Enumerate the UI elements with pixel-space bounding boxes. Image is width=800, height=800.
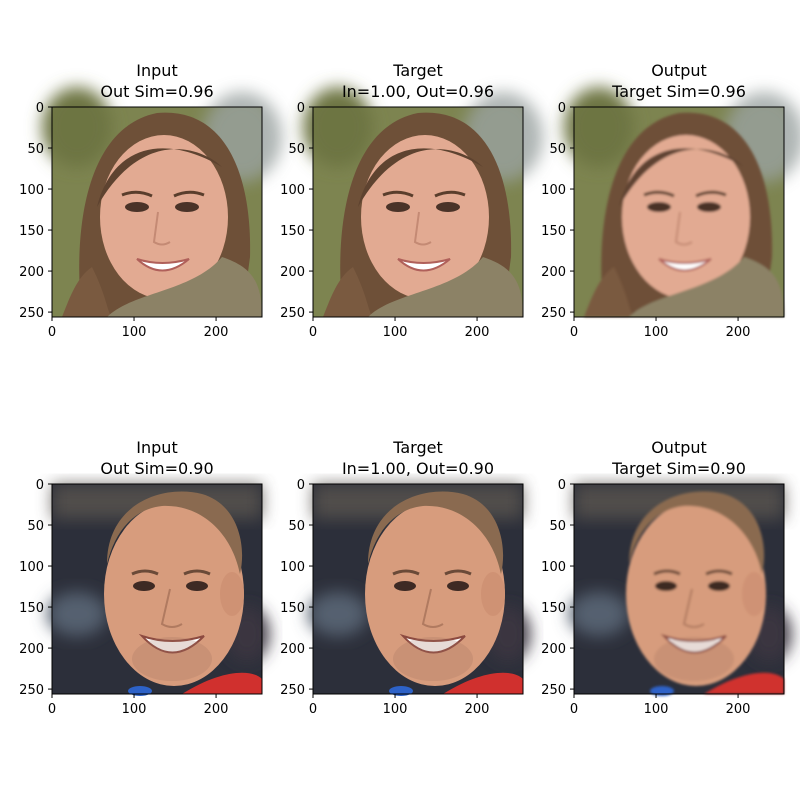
x-tick-label: 200: [204, 325, 229, 340]
x-tick-label: 200: [204, 702, 229, 717]
axes-frame: [312, 106, 524, 318]
axes-frame: [573, 106, 785, 318]
x-tick-label: 200: [465, 702, 490, 717]
y-tick-label: 150: [19, 224, 44, 239]
y-tick-label: 0: [36, 478, 44, 493]
y-tick-label: 100: [541, 560, 566, 575]
panel-subtitle: In=1.00, Out=0.96: [342, 82, 494, 101]
axes-frame: [312, 483, 524, 695]
panel-title: Target: [392, 61, 443, 80]
y-tick-label: 200: [280, 265, 305, 280]
panel-subtitle: Target Sim=0.96: [611, 82, 746, 101]
y-tick-label: 150: [280, 224, 305, 239]
panel-2-2: Target In=1.00, Out=0.90 0 100 200 0 50 100 150 2…: [280, 438, 530, 717]
panel-title: Output: [651, 438, 707, 457]
panel-1-3: Output Target Sim=0.96 0 100 200 0 50 100 150 200…: [541, 61, 800, 340]
panel-title: Input: [136, 61, 177, 80]
y-tick-label: 250: [541, 683, 566, 698]
x-tick-label: 0: [570, 325, 578, 340]
y-tick-label: 250: [280, 683, 305, 698]
y-tick-label: 50: [27, 142, 44, 157]
y-tick-label: 0: [297, 101, 305, 116]
y-tick-label: 200: [541, 642, 566, 657]
y-tick-label: 0: [36, 101, 44, 116]
x-tick-label: 0: [570, 702, 578, 717]
y-tick-label: 150: [19, 601, 44, 616]
y-tick-label: 200: [19, 642, 44, 657]
panel-title: Target: [392, 438, 443, 457]
y-tick-label: 200: [280, 642, 305, 657]
face-image: [42, 87, 282, 318]
y-tick-label: 200: [19, 265, 44, 280]
y-tick-label: 50: [27, 519, 44, 534]
panel-2-3: Output Target Sim=0.90 0 100 200 0 50 100 150 200…: [541, 438, 791, 717]
panel-title: Input: [136, 438, 177, 457]
x-tick-label: 100: [644, 702, 669, 717]
y-tick-label: 100: [19, 560, 44, 575]
axes-frame: [51, 106, 263, 318]
y-tick-label: 100: [280, 183, 305, 198]
y-tick-label: 100: [19, 183, 44, 198]
y-tick-label: 250: [19, 683, 44, 698]
panel-subtitle: In=1.00, Out=0.90: [342, 459, 494, 478]
y-tick-label: 150: [541, 224, 566, 239]
face-image: [47, 484, 269, 696]
face-image: [569, 484, 791, 696]
face-image: [564, 87, 800, 318]
x-tick-label: 100: [383, 702, 408, 717]
y-tick-label: 250: [280, 306, 305, 321]
panel-subtitle: Target Sim=0.90: [611, 459, 746, 478]
axes-frame: [573, 483, 785, 695]
panel-1-1: Input Out Sim=0.96 0 100 200 0 50 100 150 200 250: [19, 61, 282, 340]
x-tick-label: 0: [48, 325, 56, 340]
y-tick-label: 150: [541, 601, 566, 616]
face-image: [308, 484, 530, 696]
panel-title: Output: [651, 61, 707, 80]
y-tick-label: 50: [288, 519, 305, 534]
y-tick-label: 250: [19, 306, 44, 321]
y-tick-label: 150: [280, 601, 305, 616]
y-tick-label: 50: [549, 519, 566, 534]
axes-frame: [51, 483, 263, 695]
y-tick-label: 0: [558, 478, 566, 493]
face-image: [303, 87, 543, 318]
y-tick-label: 250: [541, 306, 566, 321]
x-tick-label: 200: [465, 325, 490, 340]
panel-subtitle: Out Sim=0.90: [100, 459, 213, 478]
x-tick-label: 0: [309, 325, 317, 340]
x-tick-label: 100: [122, 325, 147, 340]
y-tick-label: 50: [288, 142, 305, 157]
x-tick-label: 200: [726, 325, 751, 340]
panel-2-1: Input Out Sim=0.90 0 100 200 0 50 100 150 200 250: [19, 438, 269, 717]
x-tick-label: 100: [644, 325, 669, 340]
y-tick-label: 0: [297, 478, 305, 493]
y-tick-label: 0: [558, 101, 566, 116]
panel-1-2: Target In=1.00, Out=0.96 0 100 200 0 50 100 150 2…: [280, 61, 543, 340]
x-tick-label: 200: [726, 702, 751, 717]
panel-subtitle: Out Sim=0.96: [100, 82, 213, 101]
y-tick-label: 200: [541, 265, 566, 280]
x-tick-label: 100: [122, 702, 147, 717]
x-tick-label: 0: [309, 702, 317, 717]
x-tick-label: 0: [48, 702, 56, 717]
y-tick-label: 50: [549, 142, 566, 157]
y-tick-label: 100: [280, 560, 305, 575]
y-tick-label: 100: [541, 183, 566, 198]
x-tick-label: 100: [383, 325, 408, 340]
